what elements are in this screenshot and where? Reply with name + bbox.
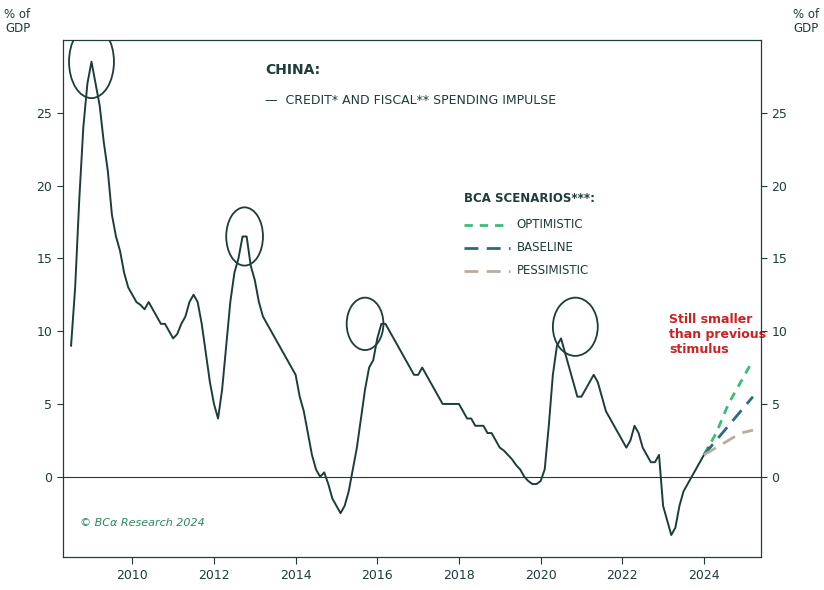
Text: —  CREDIT* AND FISCAL** SPENDING IMPULSE: — CREDIT* AND FISCAL** SPENDING IMPULSE: [265, 94, 556, 107]
Text: PESSIMISTIC: PESSIMISTIC: [517, 264, 589, 277]
Text: BASELINE: BASELINE: [517, 241, 574, 254]
Text: % of
GDP: % of GDP: [794, 8, 820, 35]
Text: OPTIMISTIC: OPTIMISTIC: [517, 218, 583, 231]
Text: BCA SCENARIOS***:: BCA SCENARIOS***:: [465, 192, 596, 205]
Text: % of
GDP: % of GDP: [4, 8, 30, 35]
Text: CHINA:: CHINA:: [265, 63, 321, 77]
Text: © BCα Research 2024: © BCα Research 2024: [81, 519, 205, 529]
Text: Still smaller
than previous
stimulus: Still smaller than previous stimulus: [669, 313, 766, 356]
